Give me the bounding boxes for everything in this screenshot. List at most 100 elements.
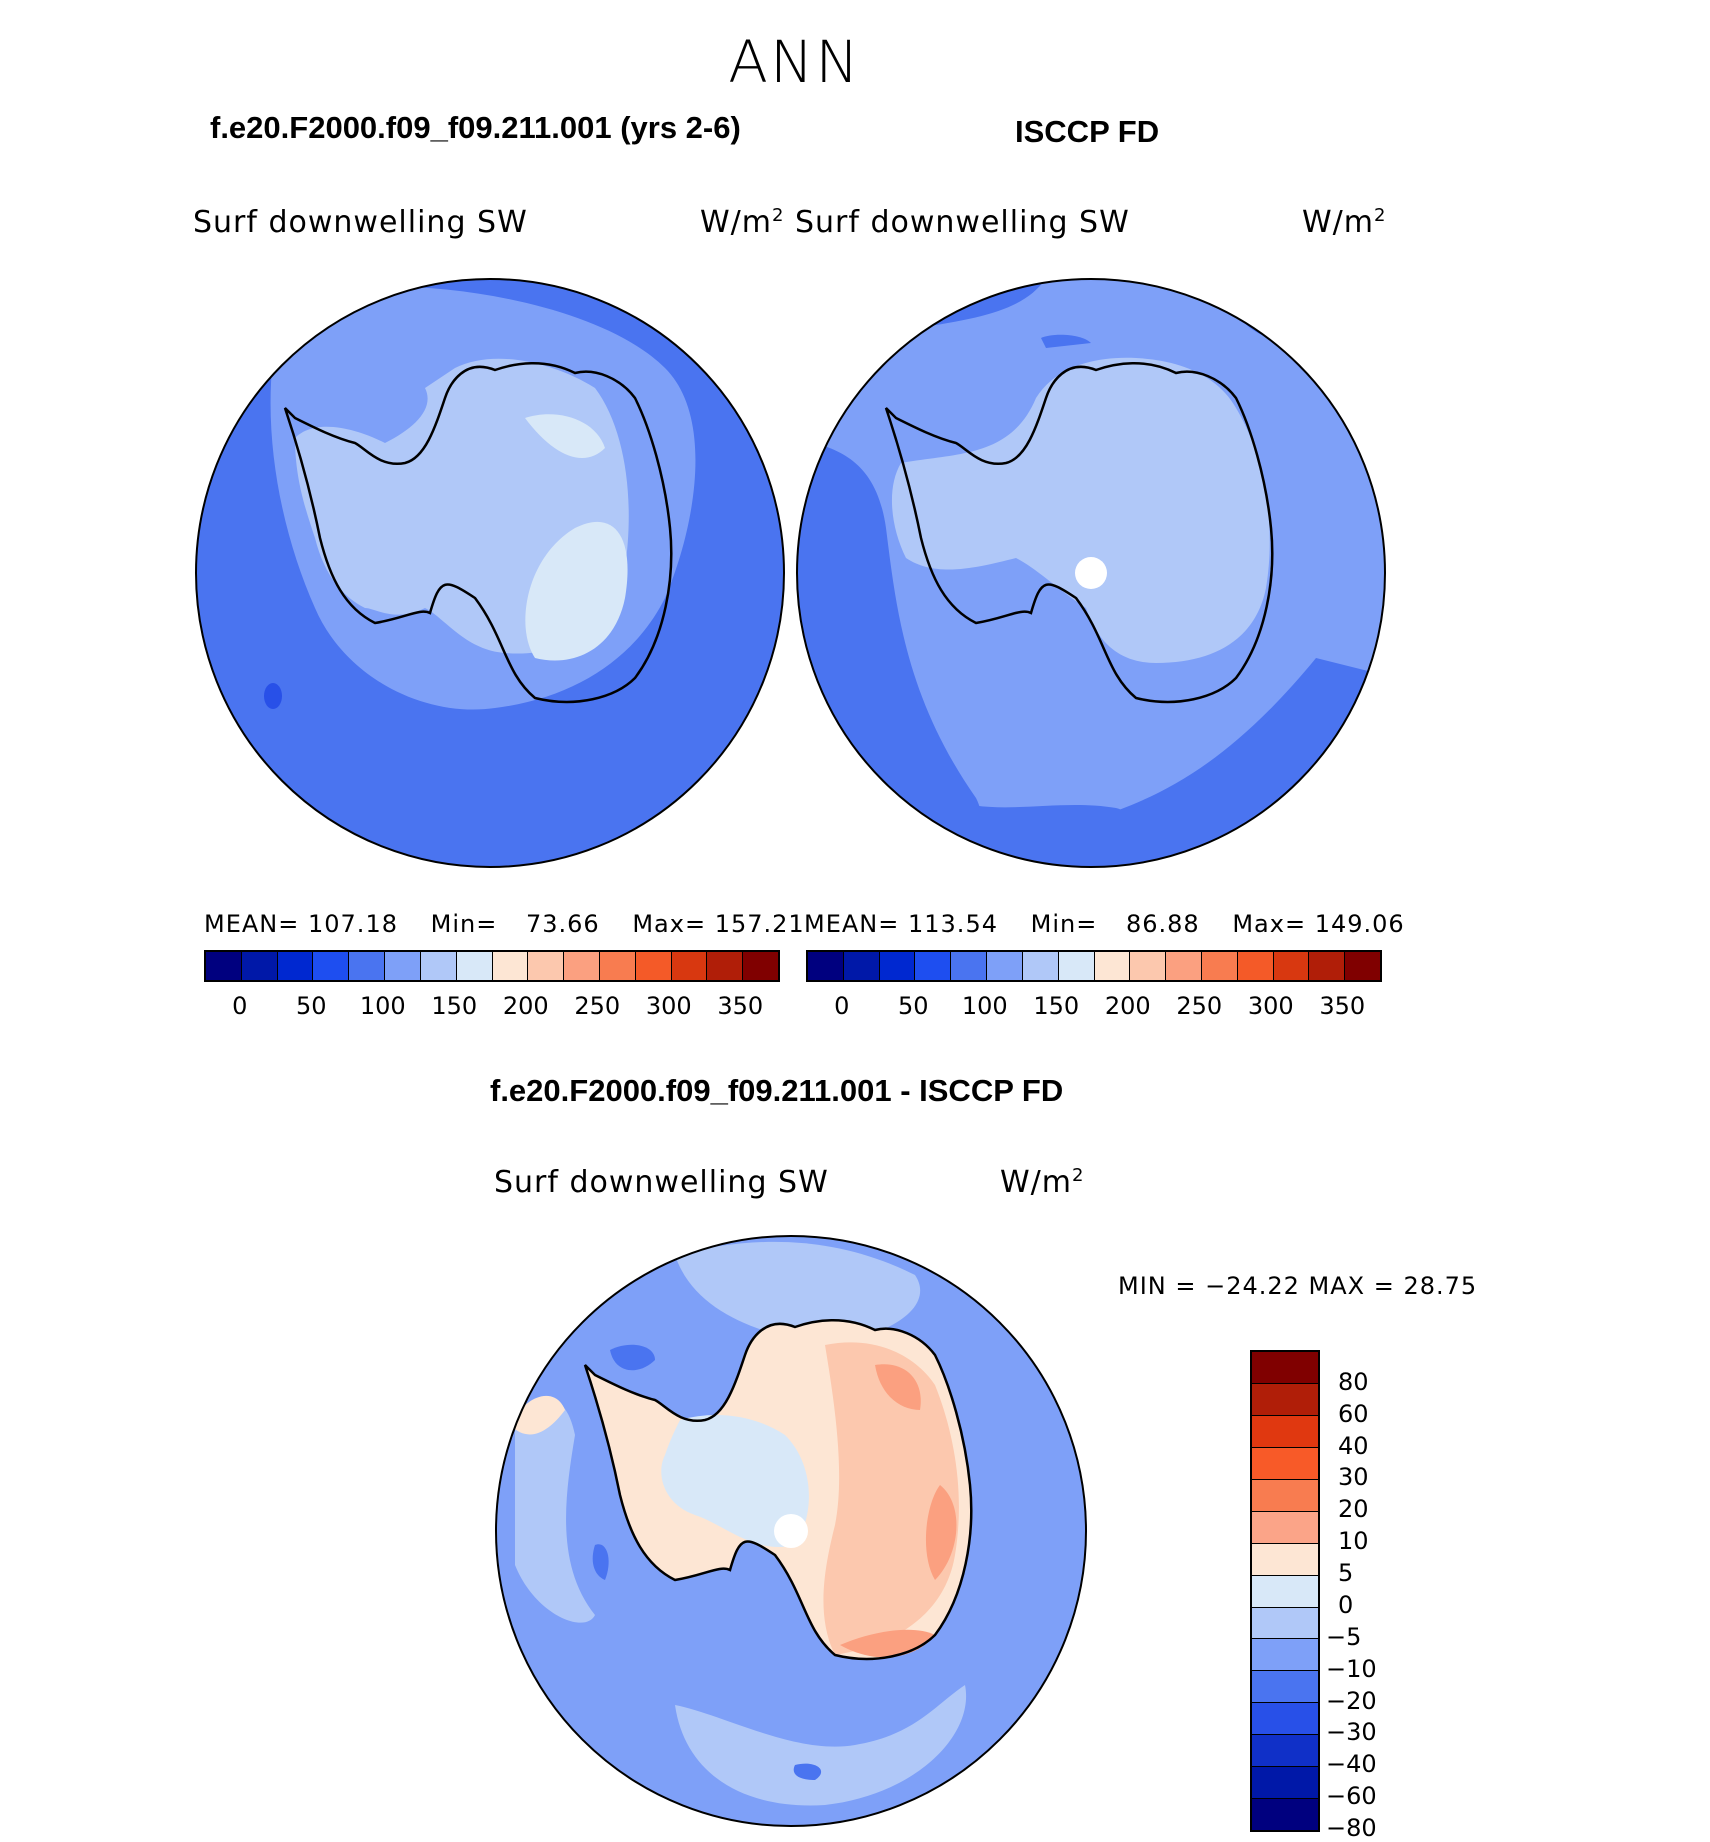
diff-variable-label: Surf downwelling SW <box>494 1165 829 1200</box>
colorbar-swatch <box>843 952 880 980</box>
colorbar-swatch <box>1237 952 1274 980</box>
colorbar-swatch <box>1094 952 1131 980</box>
colorbar-swatch <box>1252 1735 1318 1768</box>
colorbar-tick-label: 0 <box>1338 1590 1354 1619</box>
colorbar-swatch <box>1252 1447 1318 1480</box>
colorbar-tick-label: 150 <box>431 992 478 1020</box>
colorbar-swatch <box>1252 1575 1318 1608</box>
model-units-label: W/m2 <box>700 205 785 240</box>
colorbar-swatch <box>492 952 529 980</box>
colorbar-swatch <box>671 952 708 980</box>
colorbar-tick-label: 0 <box>232 992 248 1020</box>
min-value: 86.88 <box>1125 910 1200 938</box>
colorbar-tick-label: 100 <box>961 992 1008 1020</box>
colorbar-tick-label: 80 <box>1338 1367 1369 1396</box>
colorbar-swatch <box>743 952 778 980</box>
mean-label: MEAN= <box>804 910 900 938</box>
season-title: ANN <box>728 28 861 96</box>
diff-units-label: W/m2 <box>1000 1165 1085 1200</box>
colorbar-tick-label: 50 <box>295 992 327 1020</box>
colorbar-tick-label: −40 <box>1326 1750 1377 1779</box>
colorbar-swatch <box>1273 952 1310 980</box>
colorbar-swatch <box>241 952 278 980</box>
model-colorbar <box>204 950 780 982</box>
colorbar-swatch <box>385 952 421 980</box>
max-value: 149.06 <box>1314 910 1405 938</box>
diff-panel-title: f.e20.F2000.f09_f09.211.001 - ISCCP FD <box>490 1073 1064 1108</box>
colorbar-swatch <box>1252 1799 1318 1831</box>
model-stats: MEAN= 107.18 Min= 73.66 Max= 157.21 <box>204 910 805 938</box>
obs-stats: MEAN= 113.54 Min= 86.88 Max= 149.06 <box>804 910 1405 938</box>
colorbar-tick-label: 300 <box>1247 992 1294 1020</box>
obs-panel-title: ISCCP FD <box>1015 114 1160 149</box>
colorbar-tick-label: 5 <box>1338 1559 1354 1588</box>
colorbar-tick-label: 60 <box>1338 1399 1369 1428</box>
colorbar-tick-label: 0 <box>834 992 850 1020</box>
colorbar-swatch <box>1252 1352 1318 1384</box>
diff-colorbar <box>1250 1350 1320 1832</box>
colorbar-swatch <box>1130 952 1167 980</box>
colorbar-tick-label: 100 <box>359 992 406 1020</box>
diff-polar-map <box>495 1235 1087 1827</box>
max-value: 157.21 <box>714 910 805 938</box>
model-polar-map <box>195 278 785 868</box>
colorbar-swatch <box>915 952 952 980</box>
colorbar-swatch <box>1252 1415 1318 1448</box>
colorbar-swatch <box>1252 1767 1318 1800</box>
colorbar-tick-label: −80 <box>1326 1814 1377 1842</box>
colorbar-swatch <box>1252 1543 1318 1576</box>
obs-units-label: W/m2 <box>1302 205 1387 240</box>
colorbar-swatch <box>528 952 565 980</box>
colorbar-swatch <box>1252 1479 1318 1512</box>
diff-minmax: MIN = −24.22 MAX = 28.75 <box>1118 1272 1478 1300</box>
colorbar-tick-label: 20 <box>1338 1495 1369 1524</box>
colorbar-swatch <box>1252 1639 1318 1672</box>
colorbar-tick-label: 200 <box>502 992 549 1020</box>
colorbar-swatch <box>313 952 350 980</box>
colorbar-swatch <box>1201 952 1238 980</box>
colorbar-swatch <box>951 952 988 980</box>
colorbar-tick-label: 300 <box>645 992 692 1020</box>
colorbar-tick-label: 250 <box>1176 992 1223 1020</box>
colorbar-swatch <box>1166 952 1202 980</box>
colorbar-tick-label: 250 <box>574 992 621 1020</box>
mean-label: MEAN= <box>204 910 300 938</box>
colorbar-tick-label: 10 <box>1338 1527 1369 1556</box>
colorbar-tick-label: 30 <box>1338 1463 1369 1492</box>
min-label: Min= <box>1030 910 1098 938</box>
model-panel-title: f.e20.F2000.f09_f09.211.001 (yrs 2-6) <box>210 110 741 145</box>
colorbar-swatch <box>206 952 242 980</box>
colorbar-swatch <box>456 952 493 980</box>
colorbar-tick-label: −30 <box>1326 1718 1377 1747</box>
colorbar-swatch <box>277 952 314 980</box>
colorbar-swatch <box>564 952 600 980</box>
colorbar-swatch <box>1252 1607 1318 1640</box>
colorbar-swatch <box>1309 952 1346 980</box>
colorbar-tick-label: 200 <box>1104 992 1151 1020</box>
colorbar-tick-label: 40 <box>1338 1431 1369 1460</box>
colorbar-swatch <box>1252 1703 1318 1736</box>
colorbar-tick-label: 350 <box>717 992 764 1020</box>
colorbar-swatch <box>599 952 636 980</box>
min-label: Min= <box>430 910 498 938</box>
colorbar-swatch <box>879 952 916 980</box>
colorbar-tick-label: 50 <box>897 992 929 1020</box>
max-label: Max= <box>632 910 707 938</box>
colorbar-swatch <box>635 952 672 980</box>
colorbar-tick-label: −20 <box>1326 1686 1377 1715</box>
colorbar-swatch <box>349 952 386 980</box>
model-variable-label: Surf downwelling SW <box>193 205 528 240</box>
colorbar-tick-label: −10 <box>1326 1654 1377 1683</box>
colorbar-swatch <box>707 952 744 980</box>
colorbar-swatch <box>1345 952 1380 980</box>
colorbar-swatch <box>1022 952 1059 980</box>
max-label: Max= <box>1232 910 1307 938</box>
min-value: 73.66 <box>525 910 600 938</box>
colorbar-tick-label: 150 <box>1033 992 1080 1020</box>
mean-value: 113.54 <box>908 910 998 938</box>
colorbar-swatch <box>1058 952 1095 980</box>
colorbar-tick-label: −60 <box>1326 1782 1377 1811</box>
colorbar-swatch <box>420 952 457 980</box>
obs-variable-label: Surf downwelling SW <box>795 205 1130 240</box>
colorbar-swatch <box>1252 1383 1318 1416</box>
